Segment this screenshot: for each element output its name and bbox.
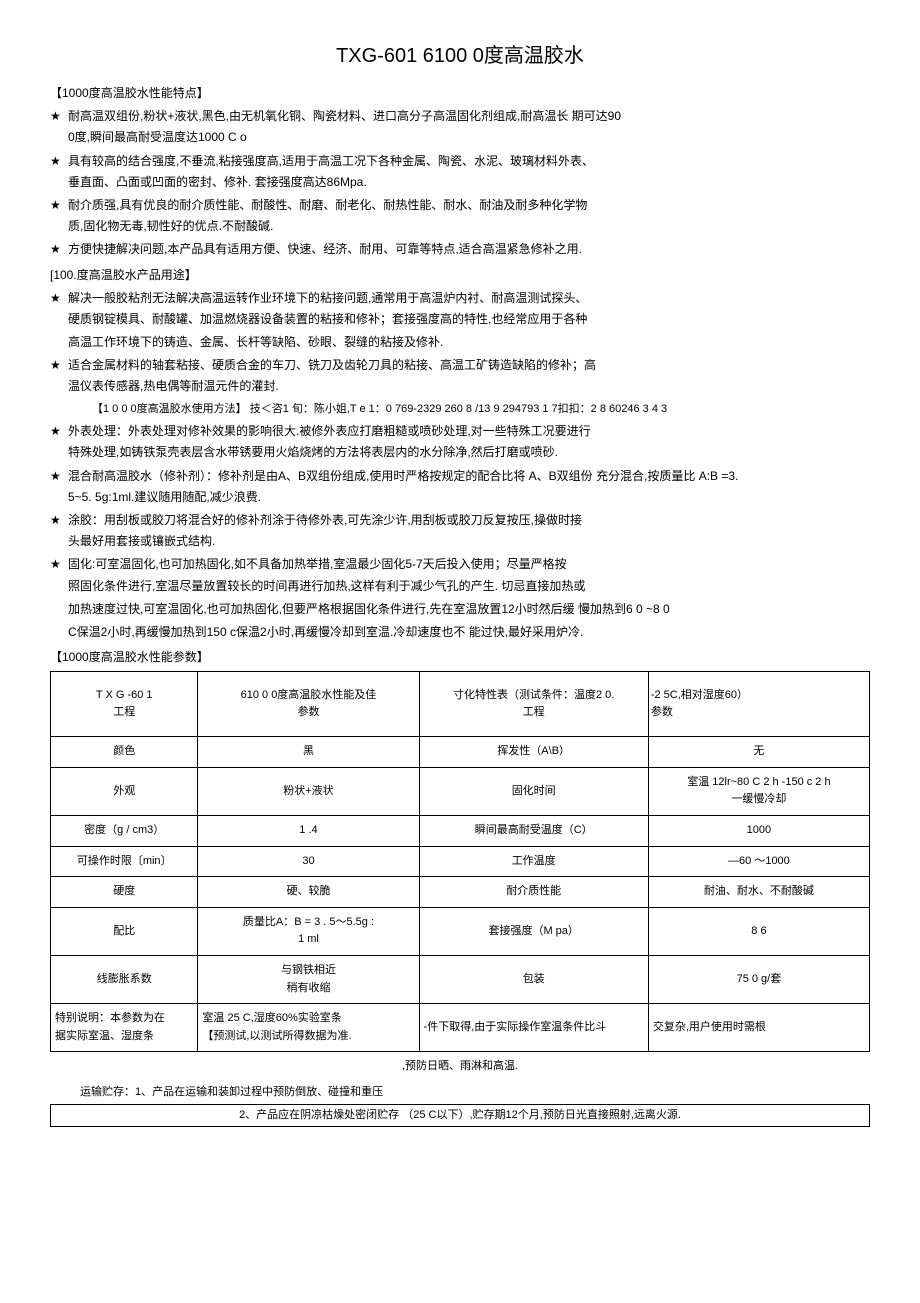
cell: 硬度 (51, 877, 198, 908)
usage-2: ★ 适合金属材料的轴套粘接、硬质合金的车刀、铣刀及齿轮刀具的粘接、高温工矿铸造缺… (50, 356, 870, 375)
star-icon: ★ (50, 196, 68, 215)
bullet-1: ★ 耐高温双组份,粉状+液状,黑色,由无机氧化铜、陶瓷材料、进口高分子高温固化剂… (50, 107, 870, 126)
cell: 线膨胀系数 (51, 956, 198, 1004)
method-4-text: 固化:可室温固化,也可加热固化,如不具备加热举措,室温最少固化5-7天后投入使用… (68, 555, 870, 574)
storage-line-2: 2、产品应在阴凉枯燥处密闭贮存 （25 C以下）,贮存期12个月,预防日光直接照… (50, 1104, 870, 1128)
cell: 室温 25 C,湿度60%实验室条 【预测试,以测试所得数据为准. (198, 1004, 419, 1052)
usage-2-text: 适合金属材料的轴套粘接、硬质合金的车刀、铣刀及齿轮刀具的粘接、高温工矿铸造缺陷的… (68, 356, 870, 375)
cell: 包装 (419, 956, 648, 1004)
cell: 粉状+液状 (198, 767, 419, 815)
cell: 610 0 0度高温胶水性能及佳 参数 (198, 672, 419, 737)
cell: -2 5C,相对湿度60） 参数 (648, 672, 869, 737)
bullet-3-text: 耐介质强,具有优良的耐介质性能、耐酸性、耐磨、耐老化、耐热性能、耐水、耐油及耐多… (68, 196, 870, 215)
table-row: 外观 粉状+液状 固化时间 室温 12lr~80 C 2 h -150 c 2 … (51, 767, 870, 815)
cell: 无 (648, 737, 869, 768)
cell: 可操作时限〔min〕 (51, 846, 198, 877)
param-table: T X G -60 1 工程 610 0 0度高温胶水性能及佳 参数 寸化特性表… (50, 671, 870, 1052)
storage-2-text: 2、产品应在阴凉枯燥处密闭贮存 （25 C以下）,贮存期12个月,预防日光直接照… (57, 1107, 863, 1125)
cell: —60 ～1000 (648, 846, 869, 877)
cell: 工作温度 (419, 846, 648, 877)
perf-features-head: 【1000度高温胶水性能特点】 (50, 84, 870, 103)
table-row: 线膨胀系数 与钢铁相近 稍有收缩 包装 75 0 g/套 (51, 956, 870, 1004)
page-title: TXG-601 6100 0度高温胶水 (50, 40, 870, 72)
cell: 特别说明：本参数为在 据实际室温、湿度条 (51, 1004, 198, 1052)
usage-2-cont: 温仪表传感器,热电偶等耐温元件的灌封. (68, 377, 870, 396)
bullet-3: ★ 耐介质强,具有优良的耐介质性能、耐酸性、耐磨、耐老化、耐热性能、耐水、耐油及… (50, 196, 870, 215)
usage-head: [100.度高温胶水产品用途】 (50, 266, 870, 285)
method-2: ★ 混合耐高温胶水（修补剂）：修补剂是由A、B双组份组成,使用时严格按规定的配合… (50, 467, 870, 486)
table-row: 颜色 黑 挥发性（A\B） 无 (51, 737, 870, 768)
method-4-cont2: 加热速度过快,可室温固化,也可加热固化,但要严格根据固化条件进行,先在室温放置1… (68, 600, 870, 619)
bullet-4-text: 方便快捷解决问题,本产品具有适用方便、快速、经济、耐用、可靠等特点,适合高温紧急… (68, 240, 870, 259)
method-head: 【1 0 0 0度高温胶水使用方法】 技＜咨1 旬：陈小姐,T e 1：0 76… (92, 401, 870, 419)
cell: 外观 (51, 767, 198, 815)
method-3-cont: 头最好用套接或镶嵌式结构. (68, 532, 870, 551)
star-icon: ★ (50, 356, 68, 375)
table-row: 硬度 硬、较脆 耐介质性能 耐油、耐水、不耐酸碱 (51, 877, 870, 908)
method-2-text: 混合耐高温胶水（修补剂）：修补剂是由A、B双组份组成,使用时严格按规定的配合比将… (68, 467, 870, 486)
method-1-text: 外表处理：外表处理对修补效果的影响很大.被修外表应打磨粗糙或喷砂处理,对一些特殊… (68, 422, 870, 441)
cell: 1000 (648, 816, 869, 847)
usage-1-cont2: 高温工作环境下的铸造、金属、长杆等缺陷、砂眼、裂缝的粘接及修补. (68, 333, 870, 352)
cell: 75 0 g/套 (648, 956, 869, 1004)
star-icon: ★ (50, 555, 68, 574)
cell: 硬、较脆 (198, 877, 419, 908)
bullet-3-cont: 质,固化物无毒,韧性好的优点.不耐酸碱. (68, 217, 870, 236)
method-4-cont1: 照固化条件进行,室温尽量放置较长的时间再进行加热,这样有利于减少气孔的产生. 切… (68, 577, 870, 596)
method-2-cont: 5~5. 5g:1ml.建议随用随配,减少浪费. (68, 488, 870, 507)
cell: 挥发性（A\B） (419, 737, 648, 768)
star-icon: ★ (50, 289, 68, 308)
cell: 与钢铁相近 稍有收缩 (198, 956, 419, 1004)
method-4-cont3: C保温2小时,再缓慢加热到150 c保温2小时,再缓慢冷却到室温.冷却速度也不 … (68, 623, 870, 642)
method-1-cont: 特殊处理,如铸铁泵壳表层含水带锈要用火焰烧烤的方法将表层内的水分除净,然后打磨或… (68, 443, 870, 462)
table-row: 配比 质量比A：B = 3 . 5～5.5g : 1 ml 套接强度（M pa）… (51, 907, 870, 955)
cell: 瞬间最高耐受温度（C） (419, 816, 648, 847)
bullet-2-cont: 垂直面、凸面或凹面的密封、修补. 套接强度高达86Mpa. (68, 173, 870, 192)
star-icon: ★ (50, 422, 68, 441)
cell: T X G -60 1 工程 (51, 672, 198, 737)
cell: 密度（g / cm3） (51, 816, 198, 847)
cell: 固化时间 (419, 767, 648, 815)
cell: 交复杂,用户使用时需根 (648, 1004, 869, 1052)
storage-line-1: 运输贮存：1、产品在运输和装卸过程中预防倒放、碰撞和重压 (80, 1084, 870, 1102)
bullet-2: ★ 具有较高的结合强度,不垂流,粘接强度高,适用于高温工况下各种金属、陶瓷、水泥… (50, 152, 870, 171)
cell: 寸化特性表（测试条件：温度2 0. 工程 (419, 672, 648, 737)
bullet-2-text: 具有较高的结合强度,不垂流,粘接强度高,适用于高温工况下各种金属、陶瓷、水泥、玻… (68, 152, 870, 171)
table-row: T X G -60 1 工程 610 0 0度高温胶水性能及佳 参数 寸化特性表… (51, 672, 870, 737)
method-3: ★ 涂胶：用刮板或胶刀将混合好的修补剂涂于待修外表,可先涂少许,用刮板或胶刀反复… (50, 511, 870, 530)
cell: 耐介质性能 (419, 877, 648, 908)
star-icon: ★ (50, 467, 68, 486)
bullet-1-cont: 0度,瞬间最高耐受温度达1000 C o (68, 128, 870, 147)
param-head: 【1000度高温胶水性能参数】 (50, 648, 870, 667)
star-icon: ★ (50, 152, 68, 171)
cell: 颜色 (51, 737, 198, 768)
table-row: 特别说明：本参数为在 据实际室温、湿度条 室温 25 C,湿度60%实验室条 【… (51, 1004, 870, 1052)
star-icon: ★ (50, 511, 68, 530)
method-1: ★ 外表处理：外表处理对修补效果的影响很大.被修外表应打磨粗糙或喷砂处理,对一些… (50, 422, 870, 441)
cell: 室温 12lr~80 C 2 h -150 c 2 h 一缓慢冷却 (648, 767, 869, 815)
table-row: 可操作时限〔min〕 30 工作温度 —60 ～1000 (51, 846, 870, 877)
star-icon: ★ (50, 107, 68, 126)
method-3-text: 涂胶：用刮板或胶刀将混合好的修补剂涂于待修外表,可先涂少许,用刮板或胶刀反复按压… (68, 511, 870, 530)
method-4: ★ 固化:可室温固化,也可加热固化,如不具备加热举措,室温最少固化5-7天后投入… (50, 555, 870, 574)
pre-storage-note: ,预防日晒、雨淋和高温. (50, 1058, 870, 1076)
cell: 配比 (51, 907, 198, 955)
cell: 30 (198, 846, 419, 877)
cell: -件下取得,由于实际操作室温条件比斗 (419, 1004, 648, 1052)
cell: 8 6 (648, 907, 869, 955)
star-icon: ★ (50, 240, 68, 259)
bullet-1-text: 耐高温双组份,粉状+液状,黑色,由无机氧化铜、陶瓷材料、进口高分子高温固化剂组成… (68, 107, 870, 126)
cell: 耐油、耐水、不耐酸碱 (648, 877, 869, 908)
cell: 1 .4 (198, 816, 419, 847)
cell: 套接强度（M pa） (419, 907, 648, 955)
usage-1: ★ 解决一般胶粘剂无法解决高温运转作业环境下的粘接问题,通常用于高温炉内衬、耐高… (50, 289, 870, 308)
cell: 质量比A：B = 3 . 5～5.5g : 1 ml (198, 907, 419, 955)
bullet-4: ★ 方便快捷解决问题,本产品具有适用方便、快速、经济、耐用、可靠等特点,适合高温… (50, 240, 870, 259)
usage-1-cont1: 硬质钢锭模具、耐酸罐、加温燃烧器设备装置的粘接和修补；套接强度高的特性,也经常应… (68, 310, 870, 329)
table-row: 密度（g / cm3） 1 .4 瞬间最高耐受温度（C） 1000 (51, 816, 870, 847)
cell: 黑 (198, 737, 419, 768)
usage-1-text: 解决一般胶粘剂无法解决高温运转作业环境下的粘接问题,通常用于高温炉内衬、耐高温测… (68, 289, 870, 308)
